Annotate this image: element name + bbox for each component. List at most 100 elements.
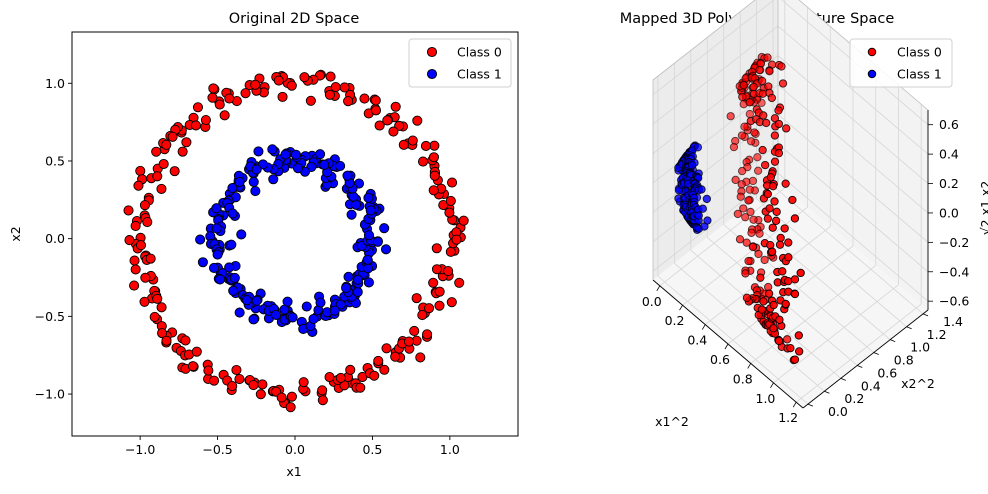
gridline-y-floor xyxy=(756,198,907,328)
y3d-tick-mark xyxy=(824,390,830,394)
scatter-point-class0 xyxy=(422,329,433,340)
3d-point-class0 xyxy=(731,175,740,185)
scatter-point-class0 xyxy=(129,255,140,266)
y3d-tick-label: 1.4 xyxy=(943,314,963,329)
scatter-point-class1 xyxy=(343,271,354,282)
scatter-point-class1 xyxy=(282,296,293,307)
scatter-point-class0 xyxy=(429,170,440,181)
left-legend: Class 0 Class 1 xyxy=(408,38,512,88)
scatter-point-class0 xyxy=(343,96,354,107)
left-subplot: Original 2D Space −1.0 −0.5 0.0 0.5 1.0 −1.0… xyxy=(8,11,519,479)
3d-point-class0 xyxy=(775,315,784,324)
scatter-point-class1 xyxy=(250,186,261,197)
3d-point-class0 xyxy=(770,157,780,166)
3d-point-class0 xyxy=(778,267,787,276)
3d-point-class1 xyxy=(694,211,703,220)
3d-point-class0 xyxy=(763,53,772,62)
3d-point-class0 xyxy=(746,137,756,146)
scatter-point-class1 xyxy=(228,285,239,296)
scatter-point-class1 xyxy=(379,223,390,234)
scatter-point-class0 xyxy=(190,120,201,131)
scatter-point-class0 xyxy=(317,395,328,406)
left-chart-title: Original 2D Space xyxy=(229,11,360,27)
scatter-point-class0 xyxy=(369,370,380,381)
x3d-tick-label: 0.0 xyxy=(642,294,662,309)
y3d-tick-label: 1.0 xyxy=(910,340,930,355)
3d-point-class0 xyxy=(749,215,758,224)
scatter-point-class1 xyxy=(268,174,279,185)
right-3d-scatter-points xyxy=(674,52,805,365)
scatter-point-class0 xyxy=(139,200,150,211)
scatter-point-class0 xyxy=(359,93,370,104)
z3d-tick-label: 0.2 xyxy=(939,176,959,191)
scatter-point-class0 xyxy=(370,105,381,116)
scatter-point-class0 xyxy=(335,372,346,383)
3d-point-class0 xyxy=(795,347,804,356)
3d-point-class0 xyxy=(741,269,750,278)
scatter-point-class0 xyxy=(355,382,366,393)
3d-point-class0 xyxy=(778,79,788,88)
3d-point-class0 xyxy=(788,195,797,205)
x3d-tick-label: 1.0 xyxy=(756,391,776,406)
right-y-axis-label: x2^2 xyxy=(901,376,935,391)
scatter-point-class1 xyxy=(290,149,301,160)
scatter-point-class0 xyxy=(403,336,415,347)
y3d-tick-mark xyxy=(807,403,814,407)
right-subplot: Mapped 3D Polynomial Feature Space 0.00.… xyxy=(620,0,988,429)
scatter-point-class0 xyxy=(133,180,144,191)
3d-point-class0 xyxy=(736,192,745,201)
scatter-point-class0 xyxy=(208,83,219,94)
3d-point-class0 xyxy=(749,82,758,92)
scatter-point-class0 xyxy=(438,200,449,211)
scatter-point-class1 xyxy=(248,314,259,325)
scatter-point-class0 xyxy=(428,277,439,288)
3d-point-class0 xyxy=(768,247,777,256)
scatter-point-class0 xyxy=(250,79,261,90)
3d-point-class0 xyxy=(726,112,735,121)
scatter-point-class0 xyxy=(130,264,141,275)
right-legend: Class 0 Class 1 xyxy=(849,38,953,88)
3d-point-class0 xyxy=(742,293,752,302)
3d-point-class0 xyxy=(781,299,790,309)
3d-point-class0 xyxy=(760,255,769,265)
3d-point-class0 xyxy=(747,228,756,237)
3d-point-class0 xyxy=(764,289,774,298)
scatter-point-class0 xyxy=(152,171,163,182)
3d-point-class1 xyxy=(697,185,706,194)
3d-point-class0 xyxy=(769,324,778,333)
scatter-point-class0 xyxy=(458,215,469,226)
scatter-point-class0 xyxy=(286,391,297,402)
scatter-point-class0 xyxy=(373,355,384,366)
scatter-point-class0 xyxy=(200,114,211,126)
y-axis-line xyxy=(802,309,929,409)
scatter-point-class0 xyxy=(257,379,268,390)
y3d-tick-mark xyxy=(873,352,879,355)
3d-point-class0 xyxy=(748,242,758,252)
scatter-point-class0 xyxy=(382,115,393,126)
3d-point-class0 xyxy=(777,62,786,71)
3d-point-class0 xyxy=(745,98,754,107)
scatter-point-class1 xyxy=(212,249,223,260)
scatter-point-class0 xyxy=(446,297,457,308)
scatter-point-class0 xyxy=(415,352,426,363)
3d-point-class0 xyxy=(744,196,753,205)
scatter-point-class0 xyxy=(192,102,204,113)
scatter-point-class0 xyxy=(140,272,151,283)
scatter-point-class0 xyxy=(324,371,335,383)
3d-point-class0 xyxy=(790,275,800,284)
scatter-point-class0 xyxy=(388,126,399,137)
scatter-point-class0 xyxy=(317,385,328,396)
scatter-point-class0 xyxy=(273,75,284,86)
3d-point-class0 xyxy=(767,93,776,103)
3d-point-class0 xyxy=(766,173,775,182)
gridline-x-floor xyxy=(659,187,786,287)
x3d-tick-mark xyxy=(792,401,797,408)
scatter-point-class0 xyxy=(381,343,392,354)
x-tick-label: −1.0 xyxy=(125,442,155,457)
scatter-point-class1 xyxy=(319,159,330,170)
scatter-point-class0 xyxy=(443,265,454,277)
3d-point-class0 xyxy=(759,297,768,306)
y3d-tick-mark xyxy=(922,313,929,317)
3d-point-class0 xyxy=(770,131,780,140)
3d-point-class0 xyxy=(753,153,762,162)
